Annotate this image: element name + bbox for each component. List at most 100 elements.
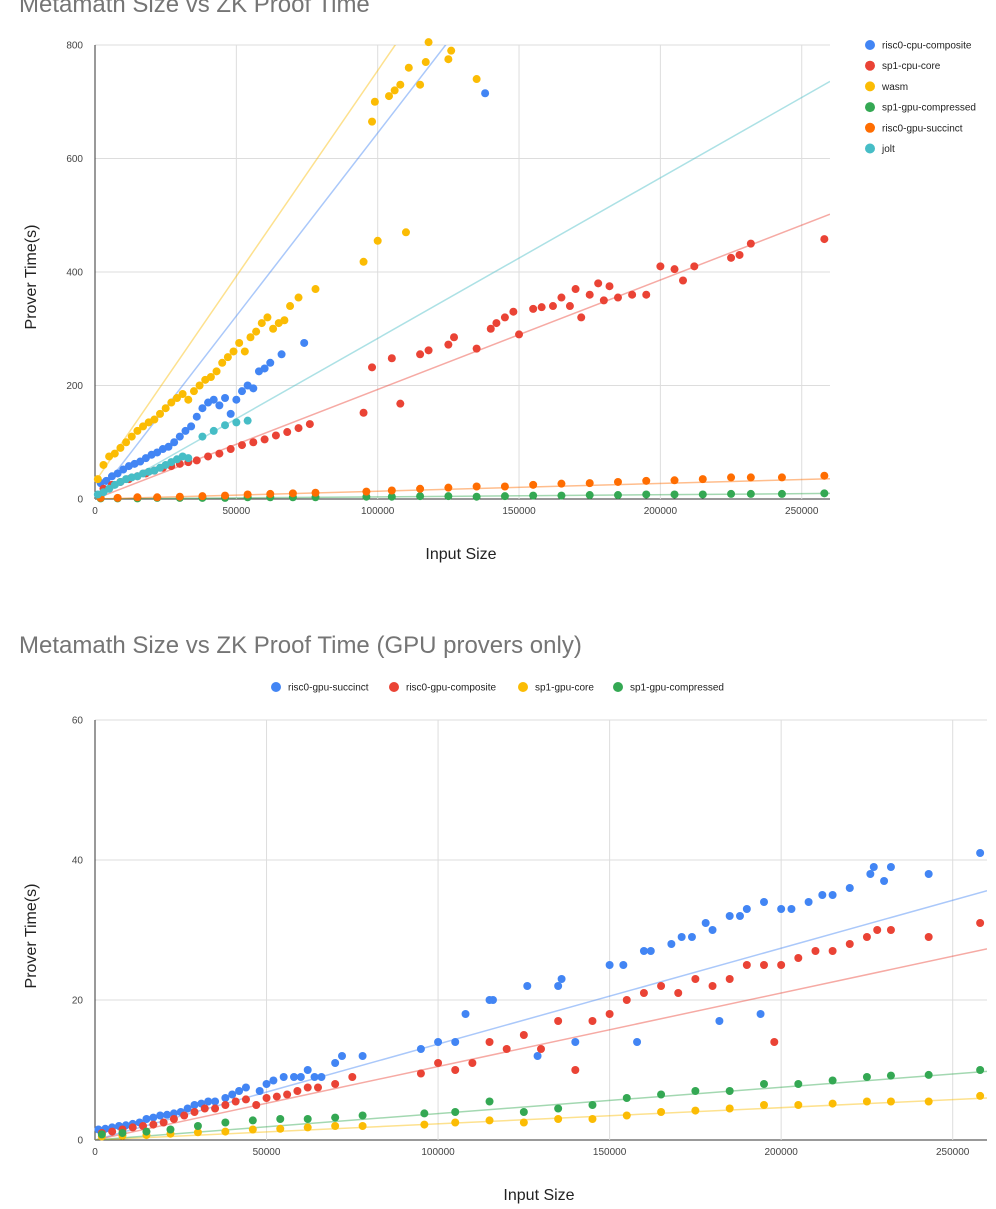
point-risc0-gpu-succinct[interactable]	[416, 1045, 425, 1053]
point-risc0-gpu-composite[interactable]	[657, 982, 666, 990]
point-risc0-cpu-composite[interactable]	[238, 387, 246, 396]
point-risc0-gpu-composite[interactable]	[272, 1092, 281, 1101]
point-risc0-gpu-succinct[interactable]	[153, 493, 162, 502]
point-wasm[interactable]	[122, 438, 131, 447]
point-risc0-gpu-composite[interactable]	[262, 1094, 271, 1102]
point-risc0-cpu-composite[interactable]	[249, 384, 258, 393]
point-jolt[interactable]	[232, 418, 241, 427]
point-risc0-gpu-succinct[interactable]	[820, 471, 829, 480]
point-sp1-cpu-core[interactable]	[571, 285, 580, 294]
point-sp1-cpu-core[interactable]	[565, 302, 574, 311]
point-risc0-gpu-composite[interactable]	[873, 926, 882, 934]
point-sp1-gpu-compressed[interactable]	[193, 1122, 202, 1130]
point-sp1-gpu-core[interactable]	[358, 1122, 367, 1130]
point-wasm[interactable]	[172, 393, 181, 402]
point-wasm[interactable]	[444, 55, 453, 64]
point-sp1-gpu-compressed[interactable]	[451, 1108, 460, 1116]
point-wasm[interactable]	[133, 426, 142, 435]
point-risc0-gpu-succinct[interactable]	[725, 912, 734, 920]
point-risc0-gpu-succinct[interactable]	[727, 473, 736, 482]
point-wasm[interactable]	[385, 92, 393, 101]
point-risc0-gpu-succinct[interactable]	[708, 926, 717, 934]
point-wasm[interactable]	[311, 285, 320, 294]
point-sp1-gpu-compressed[interactable]	[472, 492, 481, 501]
point-sp1-gpu-compressed[interactable]	[97, 1130, 106, 1139]
point-risc0-gpu-composite[interactable]	[674, 989, 683, 997]
point-sp1-cpu-core[interactable]	[368, 363, 377, 372]
point-risc0-gpu-succinct[interactable]	[296, 1073, 305, 1081]
point-risc0-cpu-composite[interactable]	[481, 89, 490, 98]
point-wasm[interactable]	[223, 353, 232, 362]
point-risc0-gpu-succinct[interactable]	[557, 975, 566, 983]
point-risc0-gpu-succinct[interactable]	[639, 947, 648, 955]
point-sp1-cpu-core[interactable]	[613, 293, 622, 302]
point-sp1-gpu-compressed[interactable]	[221, 1118, 230, 1127]
point-risc0-gpu-succinct[interactable]	[613, 477, 622, 486]
point-sp1-gpu-core[interactable]	[276, 1124, 285, 1133]
point-sp1-gpu-core[interactable]	[420, 1120, 429, 1129]
point-risc0-gpu-succinct[interactable]	[241, 1083, 250, 1092]
point-sp1-gpu-core[interactable]	[588, 1115, 597, 1123]
point-sp1-gpu-compressed[interactable]	[142, 1127, 151, 1136]
point-sp1-cpu-core[interactable]	[387, 354, 396, 363]
point-risc0-gpu-succinct[interactable]	[142, 1115, 151, 1123]
point-risc0-gpu-composite[interactable]	[252, 1101, 261, 1109]
point-risc0-gpu-succinct[interactable]	[886, 863, 895, 871]
point-risc0-cpu-composite[interactable]	[181, 426, 190, 435]
point-sp1-cpu-core[interactable]	[444, 340, 453, 349]
point-risc0-cpu-composite[interactable]	[300, 338, 309, 347]
point-risc0-gpu-composite[interactable]	[828, 947, 837, 955]
point-risc0-gpu-composite[interactable]	[331, 1080, 340, 1088]
point-sp1-gpu-compressed[interactable]	[387, 492, 396, 501]
point-risc0-gpu-succinct[interactable]	[211, 1097, 220, 1106]
point-sp1-cpu-core[interactable]	[594, 279, 603, 288]
point-sp1-cpu-core[interactable]	[294, 424, 303, 433]
point-sp1-cpu-core[interactable]	[820, 235, 829, 244]
point-sp1-gpu-compressed[interactable]	[976, 1066, 985, 1074]
point-risc0-gpu-composite[interactable]	[149, 1120, 158, 1129]
point-risc0-gpu-succinct[interactable]	[746, 473, 755, 482]
point-risc0-gpu-succinct[interactable]	[554, 982, 563, 990]
point-sp1-cpu-core[interactable]	[515, 330, 524, 339]
point-wasm[interactable]	[246, 333, 255, 342]
point-sp1-cpu-core[interactable]	[249, 438, 258, 447]
point-sp1-cpu-core[interactable]	[271, 431, 280, 440]
point-sp1-cpu-core[interactable]	[226, 445, 235, 454]
point-risc0-gpu-composite[interactable]	[519, 1031, 528, 1039]
point-wasm[interactable]	[93, 475, 102, 484]
legend-label-wasm[interactable]: wasm	[881, 82, 908, 93]
point-wasm[interactable]	[99, 460, 108, 469]
point-risc0-gpu-composite[interactable]	[554, 1017, 563, 1025]
point-risc0-gpu-succinct[interactable]	[269, 1076, 278, 1085]
point-risc0-gpu-succinct[interactable]	[533, 1052, 542, 1060]
point-sp1-gpu-compressed[interactable]	[585, 491, 594, 500]
point-risc0-gpu-succinct[interactable]	[687, 933, 696, 941]
point-sp1-gpu-compressed[interactable]	[420, 1109, 429, 1118]
point-sp1-cpu-core[interactable]	[557, 293, 566, 302]
point-sp1-gpu-compressed[interactable]	[529, 491, 538, 500]
point-risc0-gpu-succinct[interactable]	[646, 947, 655, 955]
point-sp1-cpu-core[interactable]	[204, 452, 213, 461]
point-sp1-cpu-core[interactable]	[690, 262, 699, 271]
point-risc0-gpu-succinct[interactable]	[113, 493, 122, 502]
point-risc0-gpu-succinct[interactable]	[777, 905, 786, 913]
point-sp1-gpu-compressed[interactable]	[746, 489, 755, 498]
point-risc0-gpu-composite[interactable]	[811, 947, 820, 955]
point-risc0-gpu-composite[interactable]	[451, 1066, 460, 1074]
point-jolt[interactable]	[243, 416, 252, 425]
point-risc0-gpu-succinct[interactable]	[279, 1073, 288, 1081]
point-risc0-gpu-composite[interactable]	[434, 1059, 443, 1067]
point-risc0-cpu-composite[interactable]	[113, 469, 122, 478]
point-sp1-gpu-compressed[interactable]	[760, 1080, 768, 1088]
point-wasm[interactable]	[184, 395, 193, 404]
point-wasm[interactable]	[127, 432, 136, 441]
point-risc0-gpu-succinct[interactable]	[735, 912, 744, 920]
point-sp1-cpu-core[interactable]	[396, 399, 405, 408]
point-risc0-gpu-succinct[interactable]	[311, 488, 320, 497]
point-wasm[interactable]	[252, 327, 261, 336]
point-risc0-gpu-succinct[interactable]	[742, 905, 751, 913]
point-sp1-gpu-compressed[interactable]	[820, 489, 829, 498]
point-sp1-cpu-core[interactable]	[537, 303, 546, 312]
point-sp1-gpu-compressed[interactable]	[777, 489, 786, 498]
point-risc0-gpu-succinct[interactable]	[338, 1052, 347, 1060]
